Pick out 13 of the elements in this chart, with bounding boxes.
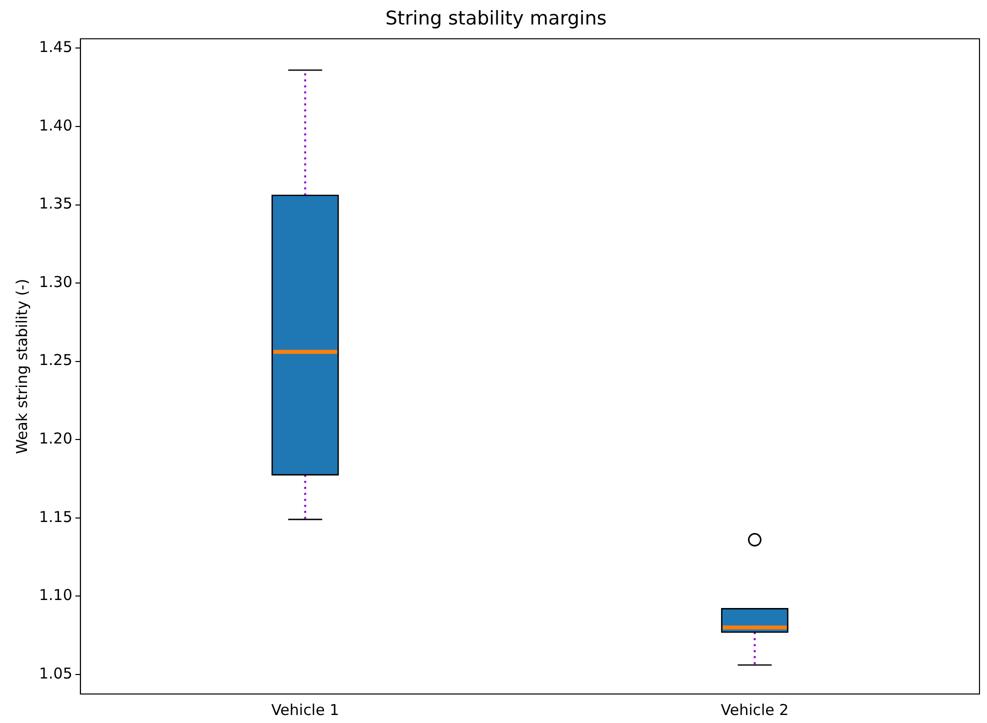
x-tick-label: Vehicle 1 [271, 700, 340, 719]
y-tick-label: 1.05 [38, 664, 72, 682]
y-axis-title: Weak string stability (-) [12, 278, 31, 454]
y-tick-label: 1.15 [38, 508, 72, 526]
y-tick-label: 1.40 [38, 116, 72, 134]
y-tick-label: 1.45 [38, 38, 72, 56]
y-tick-label: 1.10 [38, 586, 72, 604]
y-tick-label: 1.30 [38, 272, 72, 291]
y-tick-label: 1.35 [38, 194, 72, 213]
y-tick-label: 1.20 [38, 429, 72, 448]
x-tick-label: Vehicle 2 [720, 700, 789, 719]
y-tick-label: 1.25 [38, 351, 72, 370]
chart-title: String stability margins [385, 7, 607, 30]
